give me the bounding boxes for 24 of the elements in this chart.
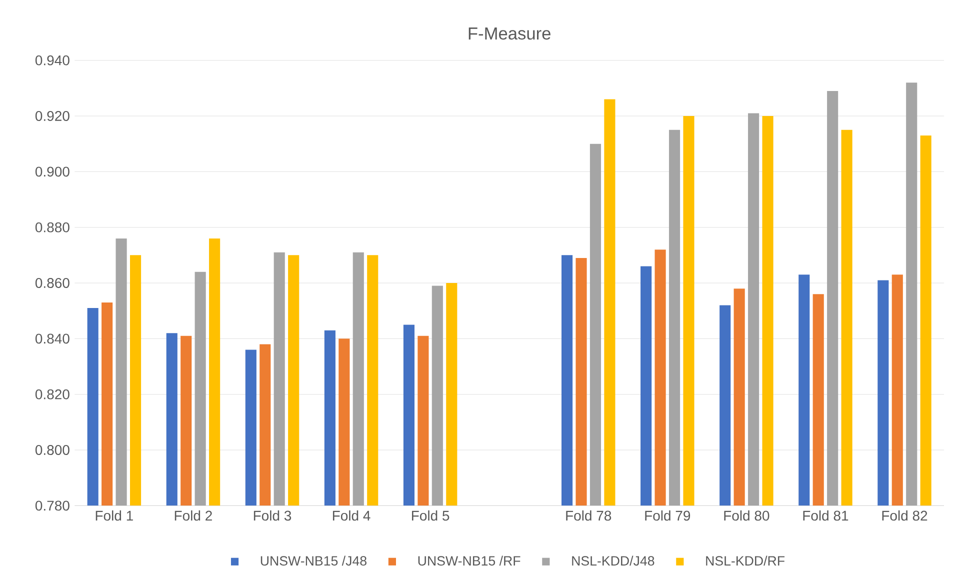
y-tick-label: 0.920 bbox=[35, 111, 70, 121]
y-tick-label: 0.940 bbox=[35, 55, 70, 66]
x-tick-label: Fold 1 bbox=[96, 510, 133, 521]
x-tick-label: Fold 5 bbox=[412, 510, 450, 521]
x-tick-label: Fold 80 bbox=[724, 510, 770, 521]
y-tick-label: 0.840 bbox=[35, 334, 70, 344]
y-tick-label: 0.820 bbox=[35, 389, 70, 400]
x-tick-label: Fold 79 bbox=[645, 510, 690, 521]
x-tick-label: Fold 4 bbox=[332, 510, 370, 521]
legend-label: UNSW-NB15 /RF bbox=[418, 556, 520, 566]
y-tick-label: 0.800 bbox=[35, 445, 70, 455]
y-tick-label: 0.880 bbox=[35, 222, 70, 232]
legend-label: UNSW-NB15 /J48 bbox=[260, 556, 366, 566]
y-tick-label: 0.860 bbox=[35, 278, 70, 288]
x-tick-label: Fold 81 bbox=[803, 510, 848, 521]
legend-label: NSL-KDD/J48 bbox=[572, 556, 654, 566]
x-tick-label: Fold 3 bbox=[254, 510, 292, 521]
x-tick-label: Fold 2 bbox=[174, 510, 212, 521]
x-tick-label: Fold 78 bbox=[566, 510, 612, 521]
chart-title: F-Measure bbox=[468, 28, 550, 40]
y-tick-label: 0.900 bbox=[35, 166, 70, 177]
legend-label: NSL-KDD/RF bbox=[706, 556, 784, 566]
x-tick-label: Fold 82 bbox=[882, 510, 928, 521]
y-tick-label: 0.780 bbox=[35, 500, 70, 511]
